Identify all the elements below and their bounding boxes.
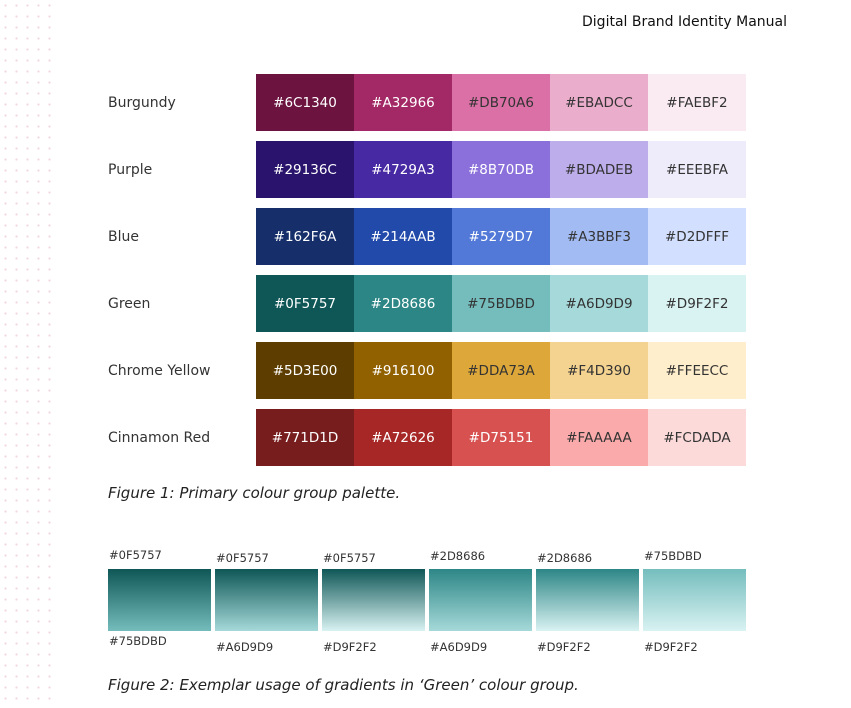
colour-group-label: Burgundy	[108, 94, 176, 111]
palette-row: Green #0F5757 #2D8686 #75BDBD #A6D9D9 #D9F2F2	[108, 275, 748, 332]
palette-row: Burgundy #6C1340 #A32966 #DB70A6 #EBADCC #FAE…	[108, 74, 748, 131]
colour-swatch: #8B70DB	[452, 141, 550, 198]
gradient-example: #0F5757 #75BDBD	[108, 548, 211, 656]
gradient-start-hex: #0F5757	[109, 548, 162, 562]
colour-swatch: #FAEBF2	[648, 74, 746, 131]
colour-swatch: #EBADCC	[550, 74, 648, 131]
colour-swatch: #D2DFFF	[648, 208, 746, 265]
colour-swatch: #FAAAAA	[550, 409, 648, 466]
swatch-strip: #5D3E00 #916100 #DDA73A #F4D390 #FFEECC	[256, 342, 746, 399]
colour-swatch: #FFEECC	[648, 342, 746, 399]
gradient-end-hex: #D9F2F2	[644, 640, 698, 654]
gradient-end-hex: #D9F2F2	[323, 640, 377, 654]
swatch-strip: #6C1340 #A32966 #DB70A6 #EBADCC #FAEBF2	[256, 74, 746, 131]
swatch-strip: #162F6A #214AAB #5279D7 #A3BBF3 #D2DFFF	[256, 208, 746, 265]
colour-group-label: Green	[108, 295, 151, 312]
colour-swatch: #214AAB	[354, 208, 452, 265]
gradient-end-hex: #A6D9D9	[430, 640, 488, 654]
gradient-start-hex: #2D8686	[430, 549, 486, 563]
gradient-start-hex: #75BDBD	[644, 549, 702, 563]
colour-group-label: Chrome Yellow	[108, 362, 211, 379]
gradient-bar	[429, 569, 532, 631]
colour-group-label: Blue	[108, 228, 139, 245]
colour-swatch: #6C1340	[256, 74, 354, 131]
colour-swatch: #A32966	[354, 74, 452, 131]
figure-1-caption: Figure 1: Primary colour group palette.	[108, 484, 401, 502]
decorative-dot-pattern	[0, 0, 58, 708]
gradient-example: #75BDBD #D9F2F2	[643, 548, 746, 656]
colour-swatch: #EEEBFA	[648, 141, 746, 198]
colour-swatch: #771D1D	[256, 409, 354, 466]
colour-swatch: #162F6A	[256, 208, 354, 265]
palette-row: Purple #29136C #4729A3 #8B70DB #BDADEB #EEEBF…	[108, 141, 748, 198]
colour-swatch: #4729A3	[354, 141, 452, 198]
swatch-strip: #29136C #4729A3 #8B70DB #BDADEB #EEEBFA	[256, 141, 746, 198]
colour-swatch: #A72626	[354, 409, 452, 466]
colour-swatch: #FCDADA	[648, 409, 746, 466]
colour-swatch: #D75151	[452, 409, 550, 466]
colour-swatch: #A3BBF3	[550, 208, 648, 265]
gradient-example: #2D8686 #D9F2F2	[536, 548, 639, 656]
palette-row: Blue #162F6A #214AAB #5279D7 #A3BBF3 #D2DFFF	[108, 208, 748, 265]
gradient-end-hex: #75BDBD	[109, 634, 167, 648]
gradient-end-hex: #A6D9D9	[216, 640, 274, 654]
swatch-strip: #771D1D #A72626 #D75151 #FAAAAA #FCDADA	[256, 409, 746, 466]
colour-swatch: #29136C	[256, 141, 354, 198]
colour-swatch: #D9F2F2	[648, 275, 746, 332]
figure-2-caption: Figure 2: Exemplar usage of gradients in…	[108, 676, 579, 694]
colour-group-label: Cinnamon Red	[108, 429, 211, 446]
colour-swatch: #5279D7	[452, 208, 550, 265]
gradient-example: #0F5757 #A6D9D9	[215, 548, 318, 656]
gradient-bar	[215, 569, 318, 631]
gradient-example: #2D8686 #A6D9D9	[429, 548, 532, 656]
colour-swatch: #BDADEB	[550, 141, 648, 198]
colour-swatch: #A6D9D9	[550, 275, 648, 332]
gradient-start-hex: #0F5757	[216, 551, 269, 565]
gradient-bar	[322, 569, 425, 631]
colour-swatch: #DB70A6	[452, 74, 550, 131]
gradient-examples: #0F5757 #75BDBD #0F5757 #A6D9D9 #0F5757 #D9F2…	[108, 548, 746, 656]
colour-swatch: #5D3E00	[256, 342, 354, 399]
primary-colour-palette: Burgundy #6C1340 #A32966 #DB70A6 #EBADCC #FAE…	[108, 74, 748, 476]
gradient-bar	[108, 569, 211, 631]
gradient-bar	[536, 569, 639, 631]
gradient-start-hex: #2D8686	[537, 551, 593, 565]
colour-swatch: #0F5757	[256, 275, 354, 332]
colour-swatch: #F4D390	[550, 342, 648, 399]
colour-swatch: #DDA73A	[452, 342, 550, 399]
palette-row: Chrome Yellow #5D3E00 #916100 #DDA73A #F4D39…	[108, 342, 748, 399]
palette-row: Cinnamon Red #771D1D #A72626 #D75151 #FAAAAA…	[108, 409, 748, 466]
document-title: Digital Brand Identity Manual	[582, 14, 787, 30]
colour-swatch: #75BDBD	[452, 275, 550, 332]
gradient-end-hex: #D9F2F2	[537, 640, 591, 654]
gradient-start-hex: #0F5757	[323, 551, 376, 565]
colour-swatch: #2D8686	[354, 275, 452, 332]
swatch-strip: #0F5757 #2D8686 #75BDBD #A6D9D9 #D9F2F2	[256, 275, 746, 332]
colour-swatch: #916100	[354, 342, 452, 399]
gradient-example: #0F5757 #D9F2F2	[322, 548, 425, 656]
gradient-bar	[643, 569, 746, 631]
colour-group-label: Purple	[108, 161, 153, 178]
